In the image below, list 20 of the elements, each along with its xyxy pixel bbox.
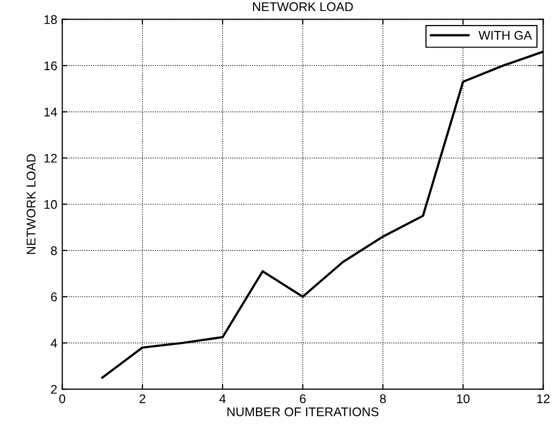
y-tick-label: 18 bbox=[44, 15, 57, 24]
x-tick-label: 0 bbox=[59, 394, 66, 404]
x-tick-label: 2 bbox=[140, 394, 146, 404]
y-axis-title: NETWORK LOAD bbox=[26, 154, 36, 254]
x-axis-title: NUMBER OF ITERATIONS bbox=[227, 407, 378, 416]
y-tick-label: 4 bbox=[50, 338, 58, 348]
x-tick-label: 10 bbox=[457, 394, 470, 404]
x-tick-label: 8 bbox=[380, 394, 386, 404]
chart-title: NETWORK LOAD bbox=[253, 2, 353, 12]
y-tick-label: 6 bbox=[51, 292, 57, 302]
x-tick-label: 12 bbox=[537, 394, 550, 404]
y-tick-label: 8 bbox=[51, 246, 57, 256]
legend-label: WITH GA bbox=[478, 30, 532, 40]
y-tick-label: 14 bbox=[44, 108, 58, 116]
y-tick-label: 2 bbox=[51, 384, 57, 394]
x-tick-label: 4 bbox=[219, 394, 226, 404]
y-tick-label: 16 bbox=[44, 61, 57, 70]
x-tick-label: 6 bbox=[300, 394, 306, 404]
y-tick-label: 12 bbox=[44, 154, 57, 163]
y-tick-label: 10 bbox=[44, 200, 57, 209]
